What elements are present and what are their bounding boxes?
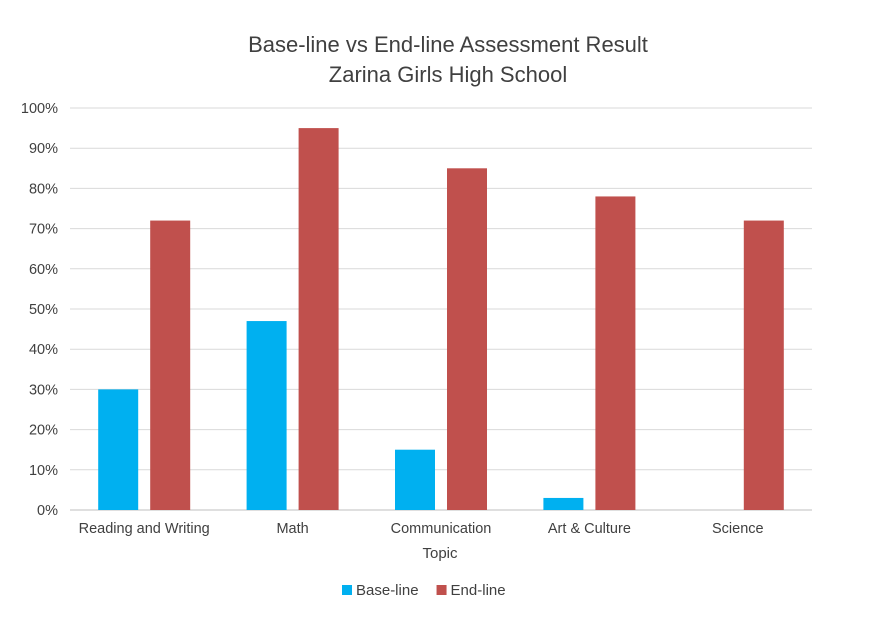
bar-end-line-math <box>298 128 339 510</box>
y-tick-label: 50% <box>29 302 58 318</box>
y-tick-label: 60% <box>29 262 58 278</box>
x-axis: Reading and Writing Math Communication Art … <box>79 521 764 537</box>
x-tick-label: Communication <box>391 521 492 537</box>
legend: Base-line End-line <box>342 582 506 599</box>
y-tick-label: 90% <box>29 141 58 157</box>
bar-end-line-reading-and-writing <box>150 220 191 510</box>
bar-end-line-science <box>743 220 784 510</box>
y-tick-label: 0% <box>37 503 58 519</box>
chart-title: Base-line vs End-line Assessment Result <box>248 32 648 57</box>
bar-base-line-communication <box>395 449 435 510</box>
x-tick-label: Math <box>276 521 308 537</box>
y-tick-label: 10% <box>29 463 58 479</box>
y-tick-label: 40% <box>29 342 58 358</box>
legend-swatch <box>342 585 352 595</box>
bar-base-line-math <box>246 321 287 510</box>
legend-label: End-line <box>451 582 506 599</box>
y-tick-label: 20% <box>29 423 58 439</box>
gridlines <box>70 107 812 511</box>
x-axis-title: Topic <box>422 545 458 562</box>
bar-end-line-art-culture <box>595 196 636 510</box>
bars <box>98 128 784 511</box>
y-tick-label: 80% <box>29 181 58 197</box>
x-tick-label: Art & Culture <box>548 521 631 537</box>
y-tick-label: 30% <box>29 382 58 398</box>
legend-label: Base-line <box>356 582 419 599</box>
y-tick-label: 100% <box>21 101 58 117</box>
bar-end-line-communication <box>447 168 487 511</box>
y-axis: 0% 10% 20% 30% 40% 50% 60% 70% 80% 90% 100% <box>21 101 58 519</box>
x-tick-label: Reading and Writing <box>79 521 210 537</box>
x-tick-label: Science <box>712 521 764 537</box>
bar-base-line-reading-and-writing <box>98 389 139 510</box>
legend-swatch <box>436 585 447 595</box>
chart-subtitle: Zarina Girls High School <box>329 62 567 87</box>
bar-base-line-art-culture <box>543 497 584 510</box>
y-tick-label: 70% <box>29 222 58 238</box>
